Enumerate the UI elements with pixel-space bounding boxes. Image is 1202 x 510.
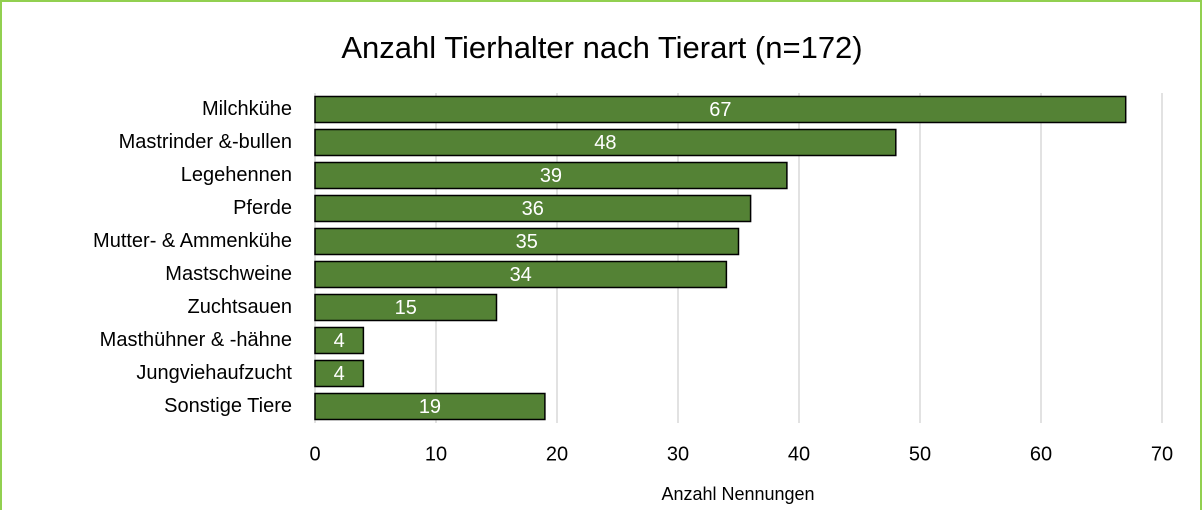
bar	[314, 260, 728, 289]
x-tick-label: 60	[1030, 443, 1052, 465]
y-tick-label: Pferde	[233, 197, 292, 219]
bar	[314, 128, 897, 157]
data-label: 19	[419, 396, 441, 418]
x-tick-label: 70	[1151, 443, 1173, 465]
data-label: 4	[334, 363, 345, 385]
y-tick-label: Jungviehaufzucht	[136, 362, 292, 384]
chart-title: Anzahl Tierhalter nach Tierart (n=172)	[341, 30, 862, 65]
x-tick-label: 50	[909, 443, 931, 465]
data-label: 4	[334, 330, 345, 352]
y-tick-label: Milchkühe	[202, 98, 292, 120]
y-tick-label: Mutter- & Ammenkühe	[93, 230, 292, 252]
y-tick-label: Zuchtsauen	[187, 296, 292, 318]
x-axis-title: Anzahl Nennungen	[661, 484, 814, 504]
data-label: 15	[395, 297, 417, 319]
bar	[314, 227, 740, 256]
x-tick-label: 40	[788, 443, 810, 465]
bar	[314, 359, 365, 388]
x-tick-label: 20	[546, 443, 568, 465]
x-tick-label: 30	[667, 443, 689, 465]
data-label: 67	[709, 99, 731, 121]
y-tick-label: Legehennen	[181, 164, 292, 186]
data-label: 48	[594, 132, 616, 154]
bar	[314, 392, 546, 421]
bar	[314, 326, 365, 355]
y-tick-label: Mastschweine	[165, 263, 292, 285]
bar	[314, 293, 498, 322]
data-label: 36	[522, 198, 544, 220]
data-label: 39	[540, 165, 562, 187]
x-tick-label: 0	[309, 443, 320, 465]
y-tick-label: Masthühner & -hähne	[100, 329, 292, 351]
bar	[314, 161, 788, 190]
y-tick-label: Sonstige Tiere	[164, 395, 292, 417]
data-label: 35	[516, 231, 538, 253]
bar	[314, 194, 752, 223]
y-tick-label: Mastrinder &-bullen	[119, 131, 292, 153]
bar	[314, 95, 1127, 124]
x-tick-label: 10	[425, 443, 447, 465]
data-label: 34	[510, 264, 532, 286]
